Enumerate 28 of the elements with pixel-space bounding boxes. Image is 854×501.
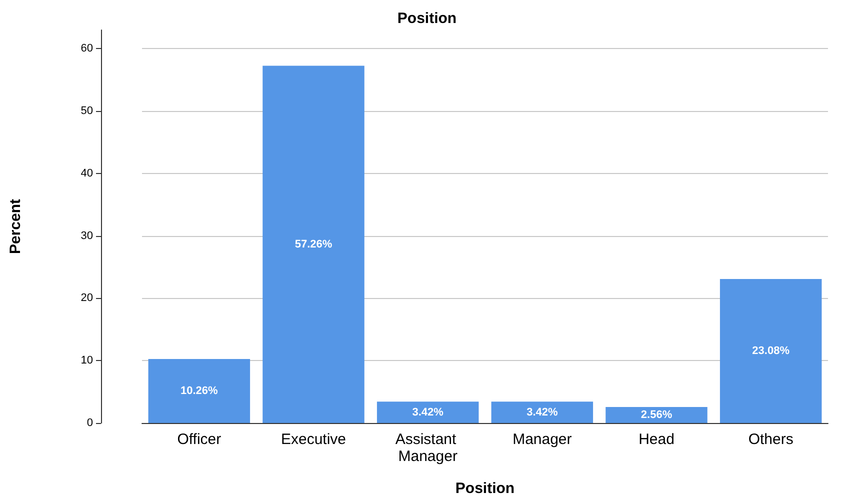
x-tick-label: Assistant Manager xyxy=(395,431,460,465)
bar xyxy=(720,279,822,423)
y-tick-label: 60 xyxy=(80,42,93,55)
data-label: 10.26% xyxy=(180,385,218,397)
bar xyxy=(376,402,479,423)
chart-title: Position xyxy=(397,10,457,27)
y-axis-title: Percent xyxy=(7,198,24,254)
x-tick-label: Head xyxy=(638,431,674,448)
bar xyxy=(606,407,708,423)
x-tick-label: Others xyxy=(748,431,794,448)
y-tick-label: 50 xyxy=(80,105,93,118)
bar xyxy=(491,402,594,423)
y-tick-label: 10 xyxy=(80,354,93,367)
y-tick-label: 0 xyxy=(86,417,93,429)
data-label: 2.56% xyxy=(640,409,672,422)
y-tick-label: 40 xyxy=(80,167,93,180)
x-tick-label: Manager xyxy=(512,431,572,448)
data-label: 57.26% xyxy=(294,238,332,250)
y-tick-label: 20 xyxy=(80,292,93,304)
bar xyxy=(148,358,250,423)
x-tick-label: Executive xyxy=(280,431,346,448)
x-axis-title: Position xyxy=(455,480,515,497)
data-label: 3.42% xyxy=(526,406,558,418)
data-label: 23.08% xyxy=(752,345,790,358)
data-label: 3.42% xyxy=(412,406,444,418)
x-tick-label: Officer xyxy=(177,431,222,448)
bar xyxy=(262,66,364,423)
y-tick-label: 30 xyxy=(80,230,93,242)
